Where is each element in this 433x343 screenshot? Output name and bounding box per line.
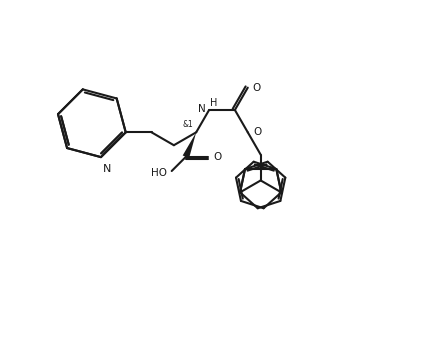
Text: O: O <box>253 83 261 93</box>
Text: HO: HO <box>151 168 167 178</box>
Polygon shape <box>183 132 196 158</box>
Text: O: O <box>214 152 222 162</box>
Text: O: O <box>254 127 262 137</box>
Text: &1: &1 <box>182 120 193 129</box>
Text: N: N <box>198 104 206 114</box>
Text: N: N <box>103 164 111 174</box>
Text: H: H <box>210 98 218 108</box>
